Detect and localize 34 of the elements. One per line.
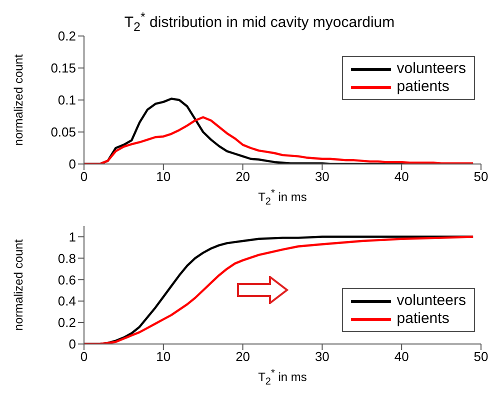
x-tick-label: 40 <box>394 169 409 184</box>
x-tick-label: 50 <box>474 169 488 184</box>
line-series <box>84 236 474 344</box>
x-tick-label: 30 <box>314 169 330 184</box>
y-tick-label: 0.8 <box>58 250 76 266</box>
legend-label: patients <box>396 78 450 96</box>
y-tick-label: 0.15 <box>50 60 76 76</box>
y-tick-label: 1 <box>68 229 76 244</box>
legend-label: volunteers <box>396 292 466 310</box>
y-tick-label: 0.05 <box>50 124 76 140</box>
x-tick-label: 30 <box>314 349 330 364</box>
y-axis-title: normalized count <box>11 238 26 331</box>
y-tick-label: 0 <box>68 336 76 352</box>
x-axis-title: T$_{2}$$^{*}$ in ms <box>257 367 308 388</box>
x-tick-label: 0 <box>80 169 88 184</box>
x-tick-label: 10 <box>156 169 171 184</box>
y-tick-label: 0.4 <box>58 294 76 309</box>
x-axis-title: T$_{2}$$^{*}$ in ms <box>257 187 308 208</box>
x-tick-label: 0 <box>80 349 88 364</box>
y-tick-label: 0.6 <box>58 272 76 288</box>
y-tick-label: 0 <box>68 156 76 172</box>
y-tick-label: 0.2 <box>58 315 76 330</box>
y-axis-title: normalized count <box>11 54 26 146</box>
x-tick-label: 40 <box>394 349 409 364</box>
x-tick-label: 50 <box>474 349 488 364</box>
legend-label: volunteers <box>396 60 466 78</box>
y-tick-label: 0.2 <box>58 28 76 44</box>
x-tick-label: 10 <box>156 349 171 364</box>
x-tick-label: 20 <box>236 169 250 184</box>
line-series <box>84 116 474 164</box>
chart-title: T$_{2}$$^{*}$ distribution in mid cavity myocardium <box>123 9 396 34</box>
x-tick-label: 20 <box>236 349 250 364</box>
legend-label: patients <box>396 310 450 328</box>
y-tick-label: 0.1 <box>58 92 76 108</box>
